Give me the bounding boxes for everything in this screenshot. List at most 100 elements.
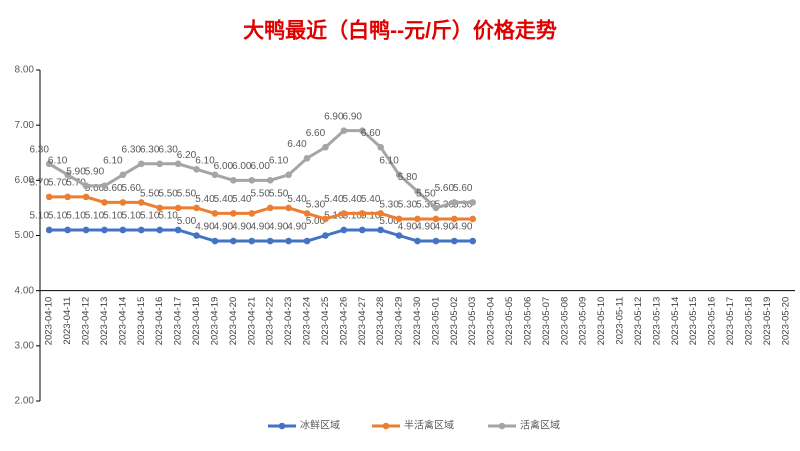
data-label: 5.40	[324, 194, 344, 205]
data-point	[469, 237, 477, 245]
data-point	[101, 199, 108, 206]
data-point	[432, 237, 440, 245]
y-tick-label: 3.00	[15, 340, 35, 351]
data-label: 5.30	[416, 200, 436, 211]
data-label: 5.00	[177, 216, 197, 227]
data-label: 6.30	[29, 144, 49, 155]
data-point	[137, 160, 145, 168]
data-point	[64, 226, 71, 234]
data-point	[340, 127, 348, 134]
data-point	[174, 226, 182, 234]
x-tick-label: 2023-04-16	[154, 297, 165, 346]
data-label: 4.90	[269, 222, 289, 233]
data-label: 5.10	[343, 211, 363, 222]
x-tick-label: 2023-04-29	[394, 297, 405, 346]
data-label: 6.30	[122, 144, 142, 155]
x-tick-label: 2023-05-04	[486, 297, 497, 346]
x-tick-label: 2023-05-05	[504, 297, 515, 346]
x-tick-label: 2023-04-26	[338, 297, 349, 346]
legend-label: 活禽区域	[520, 419, 560, 432]
data-label: 5.10	[103, 211, 123, 222]
data-label: 4.90	[250, 222, 270, 233]
legend-marker	[278, 422, 286, 430]
data-point	[101, 226, 108, 234]
data-point	[156, 160, 163, 168]
data-label: 5.70	[66, 178, 86, 189]
x-tick-label: 2023-04-21	[246, 297, 257, 346]
data-point	[82, 226, 90, 234]
x-tick-label: 2023-04-28	[375, 297, 386, 346]
data-label: 6.00	[250, 161, 270, 172]
data-point	[377, 226, 384, 234]
data-label: 5.40	[214, 194, 234, 205]
data-label: 5.90	[66, 166, 86, 177]
y-tick-label: 4.00	[15, 285, 35, 296]
x-tick-label: 2023-04-27	[357, 297, 368, 346]
data-point	[266, 237, 274, 245]
data-point	[119, 171, 127, 179]
data-label: 5.90	[85, 166, 105, 177]
legend-label: 冰鲜区域	[300, 419, 340, 432]
data-label: 4.90	[287, 222, 307, 233]
data-label: 5.40	[343, 194, 363, 205]
data-label: 5.60	[103, 183, 123, 194]
data-label: 5.10	[29, 211, 49, 222]
data-label: 5.30	[306, 200, 326, 211]
x-tick-label: 2023-04-17	[173, 297, 184, 346]
data-label: 4.90	[435, 222, 455, 233]
x-tick-label: 2023-04-18	[191, 297, 202, 346]
data-label: 6.20	[177, 150, 197, 161]
x-tick-label: 2023-04-10	[44, 297, 55, 346]
data-point	[414, 188, 421, 195]
x-tick-label: 2023-05-15	[688, 297, 699, 346]
data-point	[432, 204, 440, 212]
data-point	[303, 237, 311, 245]
x-tick-label: 2023-05-12	[633, 297, 644, 346]
x-tick-label: 2023-04-30	[412, 297, 423, 346]
data-label: 6.90	[343, 111, 363, 122]
data-label: 6.30	[158, 144, 178, 155]
x-tick-label: 2023-04-15	[136, 297, 147, 346]
data-label: 5.10	[85, 211, 105, 222]
data-point	[285, 171, 292, 179]
data-label: 5.60	[453, 183, 473, 194]
data-point	[358, 127, 366, 134]
data-label: 6.10	[103, 155, 123, 166]
data-label: 5.60	[85, 183, 105, 194]
data-point	[193, 204, 200, 212]
data-point	[248, 210, 256, 217]
data-label: 6.30	[140, 144, 160, 155]
x-tick-label: 2023-05-18	[743, 297, 754, 346]
data-point	[137, 199, 145, 206]
data-label: 4.90	[232, 222, 252, 233]
data-point	[230, 177, 237, 184]
data-label: 5.40	[232, 194, 252, 205]
x-tick-label: 2023-04-14	[117, 297, 128, 346]
y-tick-label: 2.00	[15, 396, 35, 407]
data-point	[45, 193, 53, 201]
data-point	[248, 177, 256, 184]
x-tick-label: 2023-05-17	[725, 297, 736, 346]
data-point	[248, 237, 256, 245]
data-point	[82, 193, 90, 201]
x-tick-label: 2023-05-01	[430, 297, 441, 346]
y-tick-label: 7.00	[15, 120, 35, 131]
data-point	[377, 143, 384, 151]
data-label: 5.10	[140, 211, 160, 222]
x-tick-label: 2023-05-03	[467, 297, 478, 346]
data-point	[64, 193, 71, 201]
data-label: 4.90	[416, 222, 436, 233]
data-point	[211, 171, 219, 179]
data-point	[322, 215, 329, 223]
data-point	[230, 237, 237, 245]
data-point	[303, 154, 311, 162]
data-label: 5.70	[48, 178, 68, 189]
data-point	[285, 204, 292, 212]
x-tick-label: 2023-05-14	[670, 297, 681, 346]
data-point	[451, 215, 458, 223]
data-label: 4.90	[195, 222, 215, 233]
x-tick-label: 2023-05-10	[596, 297, 607, 346]
data-point	[156, 204, 163, 212]
data-point	[414, 215, 421, 223]
